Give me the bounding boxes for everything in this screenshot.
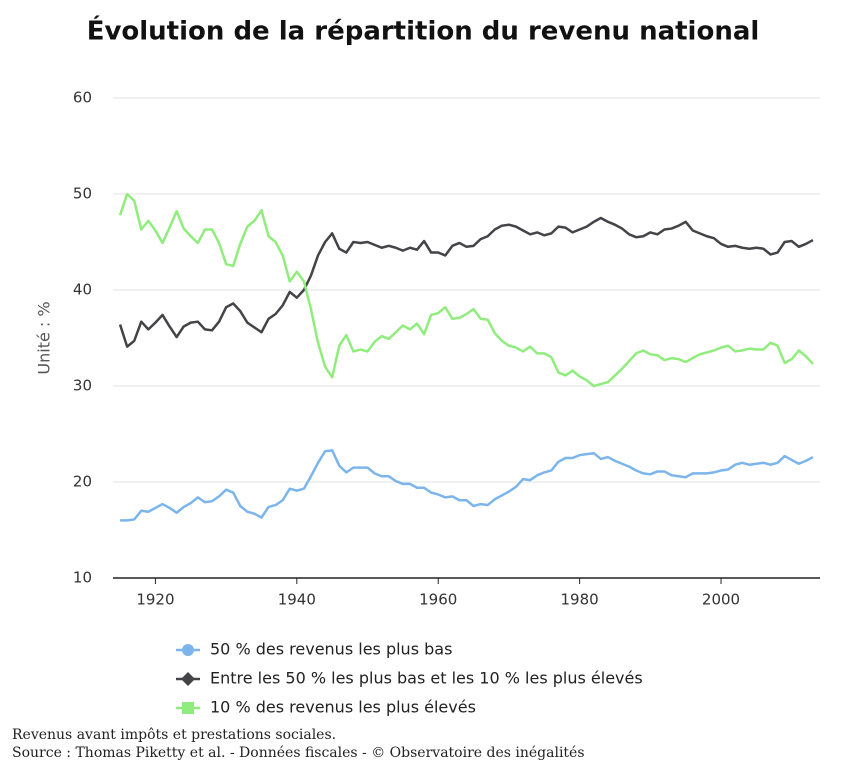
x-tick-label: 1960 — [419, 591, 457, 609]
series-line — [120, 449, 814, 522]
legend-marker — [181, 672, 195, 686]
y-tick-label: 40 — [73, 281, 92, 299]
x-tick-label: 1920 — [136, 591, 174, 609]
legend-marker — [182, 702, 194, 714]
y-tick-label: 50 — [73, 185, 92, 203]
chart-title: Évolution de la répartition du revenu na… — [87, 15, 760, 47]
x-tick-label: 1980 — [561, 591, 599, 609]
x-tick-label: 2000 — [702, 591, 740, 609]
series-line — [118, 192, 814, 388]
y-tick-label: 10 — [73, 569, 92, 587]
legend-label: Entre les 50 % les plus bas et les 10 % … — [210, 669, 643, 688]
y-tick-label: 60 — [73, 89, 92, 107]
legend-label: 50 % des revenus les plus bas — [210, 640, 452, 659]
legend-label: 10 % des revenus les plus élevés — [210, 698, 476, 717]
note: Source : Thomas Piketty et al. - Données… — [12, 745, 585, 761]
y-axis-label: Unité : % — [35, 301, 54, 374]
y-tick-label: 30 — [73, 377, 92, 395]
legend-marker — [182, 644, 194, 656]
x-tick-label: 1940 — [278, 591, 316, 609]
y-tick-label: 20 — [73, 473, 92, 491]
series-line — [118, 216, 814, 348]
note: Revenus avant impôts et prestations soci… — [12, 727, 336, 743]
